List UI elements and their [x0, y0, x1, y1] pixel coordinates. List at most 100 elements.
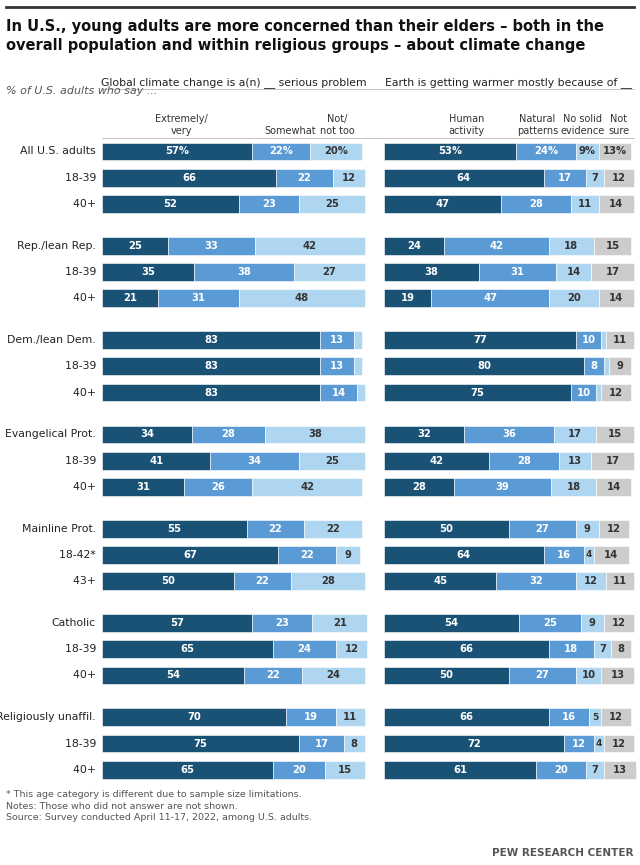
Text: 21: 21 — [333, 618, 347, 628]
Text: 22: 22 — [269, 523, 282, 534]
FancyBboxPatch shape — [255, 237, 365, 254]
FancyBboxPatch shape — [102, 640, 273, 658]
Text: 8: 8 — [351, 739, 358, 748]
FancyBboxPatch shape — [102, 734, 300, 753]
Text: 28: 28 — [529, 199, 543, 208]
Text: 28: 28 — [412, 482, 426, 492]
FancyBboxPatch shape — [604, 357, 609, 375]
Text: * This age category is different due to sample size limitations.
Notes: Those wh: * This age category is different due to … — [6, 790, 312, 823]
Text: 34: 34 — [248, 456, 262, 465]
Text: 22: 22 — [255, 576, 269, 586]
FancyBboxPatch shape — [606, 573, 634, 590]
Text: 66: 66 — [460, 644, 474, 654]
Text: 10: 10 — [577, 388, 591, 398]
Text: 24: 24 — [407, 240, 421, 251]
Text: 18-39: 18-39 — [58, 267, 96, 277]
FancyBboxPatch shape — [305, 520, 362, 538]
FancyBboxPatch shape — [444, 237, 548, 254]
Text: No solid
evidence: No solid evidence — [560, 114, 605, 136]
Text: 24: 24 — [298, 644, 312, 654]
Text: 12: 12 — [609, 388, 623, 398]
Text: 25: 25 — [543, 618, 557, 628]
FancyBboxPatch shape — [239, 289, 365, 307]
Text: In U.S., young adults are more concerned than their elders – both in the
overall: In U.S., young adults are more concerned… — [6, 19, 604, 53]
Text: 12: 12 — [342, 173, 356, 183]
Text: 75: 75 — [470, 388, 484, 398]
FancyBboxPatch shape — [586, 169, 604, 187]
FancyBboxPatch shape — [544, 546, 584, 564]
Text: 8: 8 — [618, 644, 625, 654]
FancyBboxPatch shape — [591, 452, 634, 470]
Text: 66: 66 — [182, 173, 196, 183]
FancyBboxPatch shape — [286, 708, 336, 727]
FancyBboxPatch shape — [102, 143, 252, 160]
FancyBboxPatch shape — [384, 546, 544, 564]
FancyBboxPatch shape — [310, 143, 362, 160]
Text: 47: 47 — [483, 293, 497, 304]
FancyBboxPatch shape — [584, 546, 594, 564]
Text: 10: 10 — [582, 670, 596, 681]
FancyBboxPatch shape — [509, 667, 576, 684]
Text: 39: 39 — [496, 482, 509, 492]
FancyBboxPatch shape — [273, 640, 336, 658]
FancyBboxPatch shape — [102, 357, 320, 375]
FancyBboxPatch shape — [252, 614, 312, 632]
FancyBboxPatch shape — [195, 263, 294, 281]
Text: 18-39: 18-39 — [58, 173, 96, 183]
FancyBboxPatch shape — [102, 263, 195, 281]
Text: Not/
not too: Not/ not too — [320, 114, 355, 136]
FancyBboxPatch shape — [581, 614, 604, 632]
FancyBboxPatch shape — [320, 331, 355, 349]
FancyBboxPatch shape — [102, 477, 184, 496]
Text: Dem./lean Dem.: Dem./lean Dem. — [8, 335, 96, 345]
Text: 26: 26 — [211, 482, 225, 492]
FancyBboxPatch shape — [556, 263, 591, 281]
FancyBboxPatch shape — [501, 195, 572, 213]
FancyBboxPatch shape — [102, 452, 210, 470]
Text: 72: 72 — [467, 739, 481, 748]
Text: 12: 12 — [345, 644, 358, 654]
FancyBboxPatch shape — [601, 667, 634, 684]
Text: 15: 15 — [605, 240, 620, 251]
FancyBboxPatch shape — [102, 237, 168, 254]
FancyBboxPatch shape — [384, 357, 584, 375]
Text: 25: 25 — [325, 456, 339, 465]
Text: 65: 65 — [180, 644, 195, 654]
Text: 64: 64 — [457, 173, 471, 183]
Text: 17: 17 — [314, 739, 328, 748]
Text: 20: 20 — [292, 765, 306, 775]
FancyBboxPatch shape — [300, 734, 344, 753]
FancyBboxPatch shape — [265, 426, 365, 444]
FancyBboxPatch shape — [384, 667, 509, 684]
FancyBboxPatch shape — [604, 734, 634, 753]
Text: 27: 27 — [536, 523, 549, 534]
Text: 17: 17 — [558, 173, 572, 183]
Text: Earth is getting warmer mostly because of __: Earth is getting warmer mostly because o… — [385, 77, 632, 88]
Text: 22: 22 — [326, 523, 340, 534]
Text: 18: 18 — [564, 240, 579, 251]
Text: 14: 14 — [609, 293, 623, 304]
FancyBboxPatch shape — [598, 289, 634, 307]
FancyBboxPatch shape — [102, 195, 239, 213]
Text: 11: 11 — [578, 199, 592, 208]
Text: 61: 61 — [453, 765, 467, 775]
FancyBboxPatch shape — [594, 546, 628, 564]
FancyBboxPatch shape — [591, 263, 634, 281]
Text: 13: 13 — [611, 670, 625, 681]
Text: 18-39: 18-39 — [58, 456, 96, 465]
FancyBboxPatch shape — [244, 667, 302, 684]
Text: 64: 64 — [457, 550, 471, 560]
FancyBboxPatch shape — [336, 640, 367, 658]
FancyBboxPatch shape — [333, 169, 365, 187]
FancyBboxPatch shape — [102, 573, 234, 590]
FancyBboxPatch shape — [276, 169, 333, 187]
Text: 70: 70 — [188, 713, 201, 722]
Text: 12: 12 — [612, 739, 626, 748]
Text: 14: 14 — [332, 388, 346, 398]
Text: 54: 54 — [444, 618, 458, 628]
FancyBboxPatch shape — [102, 761, 273, 779]
FancyBboxPatch shape — [168, 237, 255, 254]
FancyBboxPatch shape — [184, 477, 252, 496]
FancyBboxPatch shape — [516, 143, 576, 160]
Text: 40+: 40+ — [66, 482, 96, 492]
